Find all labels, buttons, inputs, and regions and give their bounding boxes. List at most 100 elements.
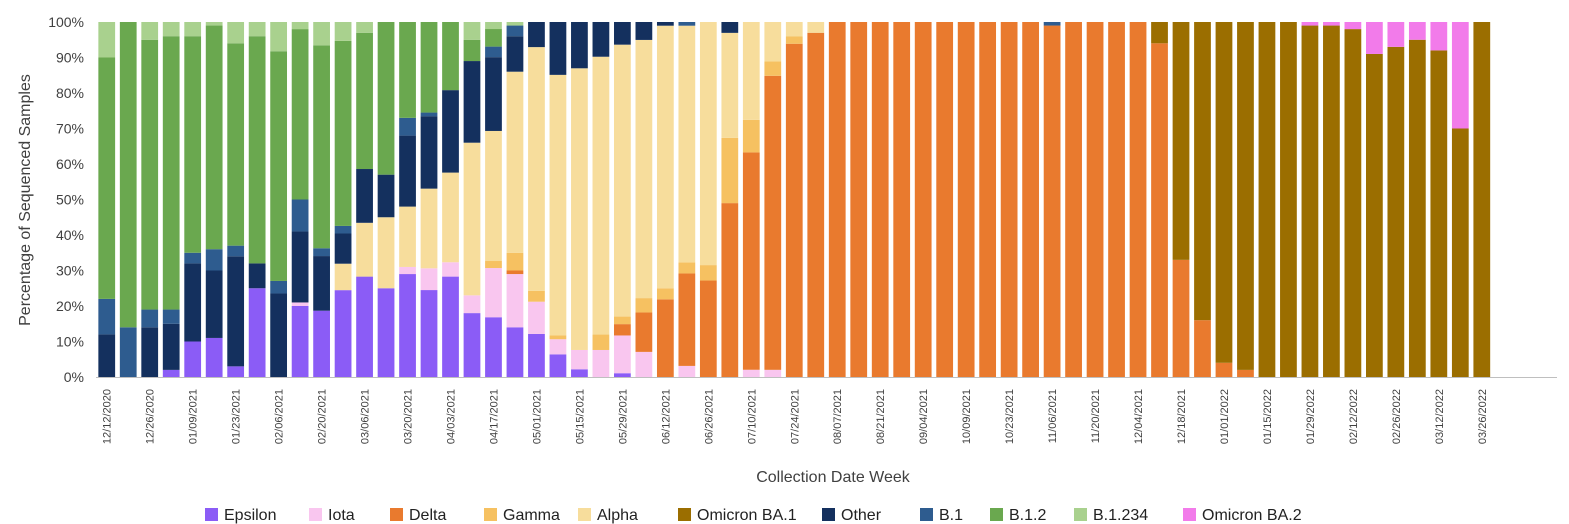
bar-segment-gamma-29 bbox=[721, 137, 739, 204]
legend-item-omicron-ba-2: Omicron BA.2 bbox=[1183, 507, 1302, 524]
legend-label: B.1.234 bbox=[1093, 507, 1148, 524]
bar-segment-b-1-18 bbox=[485, 46, 502, 58]
bar-segment-alpha-25 bbox=[635, 39, 653, 299]
bar-segment-b-1-234-2 bbox=[141, 22, 159, 40]
bar-segment-other-14 bbox=[399, 135, 416, 207]
legend-label: Other bbox=[841, 507, 882, 524]
bar-segment-alpha-13 bbox=[377, 217, 395, 289]
x-tick-label: 05/29/2021 bbox=[617, 389, 629, 444]
bar-segment-other-17 bbox=[463, 61, 481, 143]
x-tick-label: 12/12/2020 bbox=[102, 389, 114, 444]
bar-segment-iota-20 bbox=[528, 301, 545, 334]
bar-segment-epsilon-10 bbox=[313, 310, 330, 377]
x-tick-label: 01/29/2022 bbox=[1305, 389, 1317, 444]
bar-segment-iota-25 bbox=[635, 351, 653, 377]
bar-segment-delta-33 bbox=[807, 32, 825, 377]
y-tick-label: 60% bbox=[56, 156, 84, 172]
bar-segment-delta-45 bbox=[1065, 22, 1082, 377]
bar-segment-delta-39 bbox=[936, 22, 954, 377]
bar-segment-omicron-ba-1-58 bbox=[1344, 29, 1362, 377]
bar-segment-other-4 bbox=[184, 263, 202, 342]
bar-segment-delta-46 bbox=[1086, 22, 1104, 377]
legend-item-b-1-234: B.1.234 bbox=[1074, 507, 1148, 524]
bar-segment-omicron-ba-2-57 bbox=[1323, 22, 1340, 26]
y-tick-label: 10% bbox=[56, 334, 84, 350]
bar-segment-other-23 bbox=[592, 22, 610, 57]
bar-segment-alpha-21 bbox=[549, 74, 567, 336]
bar-segment-other-26 bbox=[656, 22, 674, 26]
bar-segment-alpha-32 bbox=[785, 22, 803, 37]
x-tick-label: 06/12/2021 bbox=[660, 389, 672, 444]
bar-segment-epsilon-9 bbox=[291, 306, 309, 377]
legend-swatch bbox=[990, 508, 1003, 521]
bar-segment-b-1-8 bbox=[270, 280, 288, 294]
legend: Epsilon Iota Delta Gamma Alpha Omicron BA.1 Ot… bbox=[205, 507, 1302, 524]
bar-segment-iota-21 bbox=[549, 339, 567, 355]
bar-segment-delta-30 bbox=[742, 152, 760, 370]
bar-segment-delta-28 bbox=[699, 280, 717, 377]
bar-segment-gamma-30 bbox=[742, 119, 760, 153]
bar-segment-delta-51 bbox=[1194, 320, 1211, 377]
bar-segment-b-1-234-8 bbox=[270, 22, 288, 52]
bar-segment-alpha-31 bbox=[764, 22, 782, 62]
x-tick-label: 07/10/2021 bbox=[746, 389, 758, 444]
bar-segment-b-1-234-10 bbox=[313, 22, 330, 46]
legend-item-other: Other bbox=[822, 507, 882, 524]
bar-segment-b-1-2-4 bbox=[184, 36, 202, 253]
bar-segment-epsilon-14 bbox=[399, 274, 416, 377]
x-tick-label: 06/26/2021 bbox=[703, 389, 715, 444]
bar-segment-b-1-234-17 bbox=[463, 22, 481, 40]
bar-segment-b-1-2-12 bbox=[356, 32, 373, 170]
bar-segment-alpha-27 bbox=[678, 25, 696, 263]
bar-segment-other-25 bbox=[635, 22, 653, 40]
bar-segment-other-15 bbox=[420, 116, 438, 189]
bar-segment-gamma-32 bbox=[785, 36, 803, 44]
bar-segment-omicron-ba-1-55 bbox=[1280, 22, 1297, 377]
bar-segment-epsilon-15 bbox=[420, 290, 438, 377]
y-tick-label: 30% bbox=[56, 263, 84, 279]
bar-segment-epsilon-17 bbox=[463, 313, 481, 377]
bar-segment-iota-14 bbox=[399, 266, 416, 275]
x-tick-label: 10/09/2021 bbox=[961, 389, 973, 444]
bar-segment-b-1-234-9 bbox=[291, 22, 309, 30]
bar-segment-omicron-ba-1-61 bbox=[1408, 39, 1426, 377]
bar-segment-b-1-2-15 bbox=[420, 22, 438, 113]
bar-segment-epsilon-6 bbox=[227, 366, 245, 377]
bar-segment-alpha-29 bbox=[721, 32, 739, 138]
legend-swatch bbox=[390, 508, 403, 521]
bar-segment-other-7 bbox=[248, 263, 266, 289]
y-tick-label: 50% bbox=[56, 192, 84, 208]
bar-segment-omicron-ba-1-62 bbox=[1430, 50, 1448, 378]
bar-segment-iota-23 bbox=[592, 349, 610, 377]
bar-segment-alpha-11 bbox=[334, 263, 352, 291]
bar-segment-other-12 bbox=[356, 169, 373, 223]
legend-item-delta: Delta bbox=[390, 507, 446, 524]
y-axis-title: Percentage of Sequenced Samples bbox=[17, 74, 34, 326]
bar-segment-b-1-2 bbox=[141, 309, 159, 328]
bar-segment-b-1-2-18 bbox=[485, 29, 502, 47]
legend-item-b-1-2: B.1.2 bbox=[990, 507, 1046, 524]
legend-label: B.1 bbox=[939, 507, 963, 524]
bar-segment-delta-35 bbox=[850, 22, 868, 377]
bar-segment-other-29 bbox=[721, 22, 739, 33]
bar-segment-iota-30 bbox=[742, 369, 760, 377]
bar-segment-gamma-28 bbox=[699, 265, 717, 281]
x-tick-label: 03/06/2021 bbox=[360, 389, 372, 444]
legend-swatch bbox=[1183, 508, 1196, 521]
bar-segment-delta-49 bbox=[1151, 43, 1168, 378]
bar-segment-other-11 bbox=[334, 233, 352, 264]
bar-segment-omicron-ba-1-64 bbox=[1473, 22, 1491, 377]
bar-segment-delta-41 bbox=[979, 22, 997, 377]
bar-segment-other-18 bbox=[485, 57, 502, 131]
legend-swatch bbox=[578, 508, 591, 521]
x-tick-label: 02/12/2022 bbox=[1348, 389, 1360, 444]
bar-segment-iota-27 bbox=[678, 365, 696, 377]
bar-segment-delta-24 bbox=[614, 324, 631, 336]
bar-segment-b-1-234-6 bbox=[227, 22, 245, 44]
bar-segment-gamma-27 bbox=[678, 262, 696, 274]
bar-segment-b-1-2-10 bbox=[313, 45, 330, 249]
x-axis: 12/12/2020 12/26/2020 01/09/2021 01/23/2021… bbox=[96, 377, 1557, 444]
bar-segment-other-16 bbox=[442, 90, 459, 173]
legend-swatch bbox=[1074, 508, 1087, 521]
